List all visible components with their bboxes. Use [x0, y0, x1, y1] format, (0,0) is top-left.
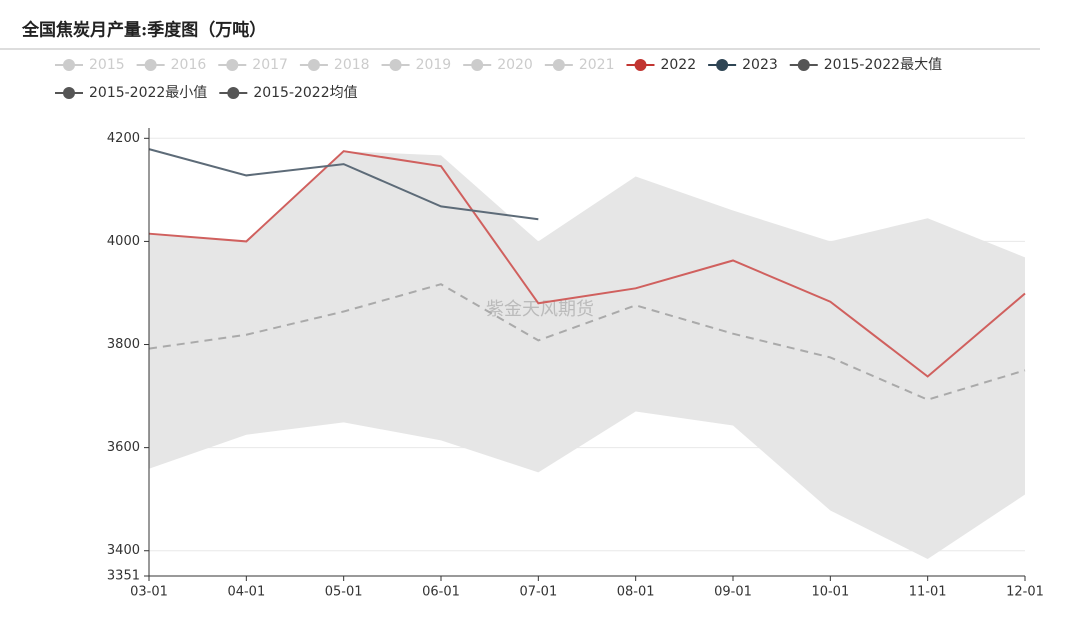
y-tick-label: 3351 [107, 569, 140, 584]
y-tick-label: 4200 [107, 131, 140, 146]
series-line [148, 283, 1026, 401]
legend-label: 2015-2022最小值 [89, 85, 207, 101]
y-tick-label: 3600 [107, 440, 140, 455]
x-tick-label: 05-01 [325, 585, 363, 600]
legend-marker [471, 59, 484, 71]
legend-item: 2016 [136, 57, 207, 73]
x-tick-label: 12-01 [1006, 585, 1044, 600]
legend-marker [227, 87, 240, 99]
x-tick-label: 07-01 [519, 585, 557, 600]
legend-label: 2023 [742, 57, 778, 73]
legend-label: 2022 [660, 57, 696, 73]
x-tick-label: 03-01 [130, 585, 168, 600]
x-tick-label: 09-01 [714, 585, 752, 600]
legend-label: 2017 [252, 57, 288, 73]
series-line [148, 148, 539, 221]
x-tick-label: 08-01 [617, 585, 655, 600]
legend-item: 2015-2022最大值 [789, 57, 942, 73]
legend-item: 2020 [463, 57, 533, 73]
x-tick-label: 04-01 [227, 585, 265, 600]
legend-marker [307, 59, 320, 71]
legend-label: 2018 [334, 57, 370, 73]
legend-item: 2019 [381, 57, 452, 73]
x-tick-label: 10-01 [811, 585, 849, 600]
legend-item: 2015-2022最小值 [55, 85, 207, 101]
legend-marker [552, 59, 565, 71]
y-tick-label: 3400 [107, 543, 140, 558]
series-line [148, 150, 1026, 378]
legend-marker [226, 59, 239, 71]
legend-marker [63, 87, 75, 99]
legend-item: 2021 [544, 57, 615, 73]
legend-item: 2023 [708, 57, 778, 73]
legend-item: 2017 [218, 57, 288, 73]
legend-label: 2020 [497, 57, 533, 73]
legend-item: 2018 [299, 57, 370, 73]
legend-label: 2021 [579, 57, 615, 73]
watermark: 紫金天风期货 [486, 299, 594, 320]
legend-marker [144, 59, 157, 71]
legend-item: 2022 [626, 57, 696, 73]
legend-label: 2016 [171, 57, 207, 73]
legend-marker [634, 59, 647, 71]
legend-label: 2019 [416, 57, 452, 73]
y-tick-label: 4000 [107, 234, 140, 249]
legend-marker [716, 59, 729, 71]
band-area [149, 151, 1025, 559]
chart-title: 全国焦炭月产量:季度图（万吨） [21, 20, 266, 41]
x-tick-label: 06-01 [422, 585, 460, 600]
legend-label: 2015-2022最大值 [824, 57, 942, 73]
legend-label: 2015-2022均值 [253, 85, 357, 101]
legend-marker [63, 59, 75, 71]
y-tick-label: 3800 [107, 337, 140, 352]
legend-item: 2015-2022均值 [219, 85, 358, 101]
legend-marker [797, 59, 810, 71]
legend-label: 2015 [89, 57, 125, 73]
legend-marker [389, 59, 402, 71]
legend-item: 2015 [55, 57, 125, 73]
x-tick-label: 11-01 [909, 585, 947, 600]
